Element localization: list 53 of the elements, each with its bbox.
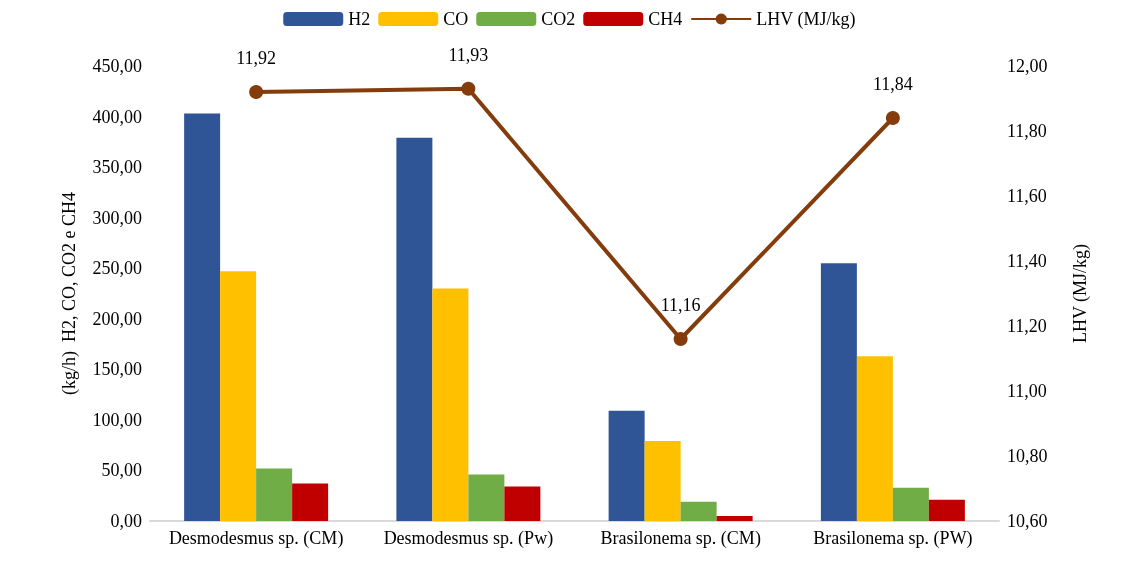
bar: [716, 515, 753, 521]
point: [249, 85, 264, 99]
y2-tick-label: 11,60: [1007, 186, 1047, 206]
bar: [292, 483, 329, 521]
y-tick-label: 350,00: [92, 157, 142, 178]
legend-label: LHV (MJ/kg): [756, 9, 856, 30]
y2-tick-label: 12,00: [1007, 56, 1048, 76]
data-label: 11,16: [660, 295, 701, 315]
data-label: 11,93: [448, 44, 489, 65]
y-tick-label: 100,00: [92, 409, 142, 430]
bar: [220, 271, 257, 521]
y-axis-title: (kg/h) H2, CO, CO2 e CH4: [59, 192, 80, 395]
point: [885, 111, 900, 125]
y2-tick-label: 11,80: [1007, 121, 1047, 141]
y-tick-label: 150,00: [92, 359, 142, 380]
y-tick-label: 200,00: [92, 308, 142, 329]
x-tick-label: Desmodesmus sp. (Pw): [383, 528, 554, 549]
y2-tick-label: 10,80: [1007, 446, 1048, 466]
x-tick-label: Desmodesmus sp. (CM): [168, 528, 344, 549]
bar: [396, 137, 433, 521]
legend-label: CO: [443, 9, 469, 29]
legend-label: H2: [348, 9, 371, 29]
legend-label: CH4: [648, 9, 683, 29]
bar: [504, 486, 541, 521]
point: [673, 332, 688, 346]
y-tick-label: 400,00: [92, 106, 142, 127]
data-label: 11,84: [872, 74, 913, 94]
legend-label: CO2: [541, 9, 576, 29]
bar: [256, 468, 293, 521]
y2-tick-label: 11,00: [1007, 381, 1047, 401]
x-tick-label: Brasilonema sp. (PW): [813, 528, 973, 549]
y2-axis-title: LHV (MJ/kg): [1070, 243, 1091, 344]
y-tick-label: 0,00: [110, 511, 142, 531]
bar: [856, 356, 893, 521]
x-tick-label: Brasilonema sp. (CM): [600, 528, 761, 549]
bar: [928, 499, 965, 521]
bar: [432, 288, 469, 521]
y-tick-label: 50,00: [101, 460, 142, 481]
y-tick-label: 450,00: [92, 56, 142, 76]
bar: [644, 441, 681, 521]
y2-tick-label: 11,40: [1007, 251, 1047, 271]
bar: [608, 410, 645, 521]
data-label: 11,92: [236, 48, 277, 68]
bar: [468, 474, 505, 521]
bar: [892, 487, 929, 521]
point: [461, 81, 476, 96]
y-tick-label: 250,00: [92, 258, 142, 279]
y-tick-label: 300,00: [92, 207, 142, 228]
bar: [820, 263, 857, 521]
bar: [184, 113, 221, 521]
bar: [680, 501, 717, 521]
y2-tick-label: 11,20: [1007, 316, 1047, 336]
y2-tick-label: 10,60: [1007, 511, 1048, 531]
